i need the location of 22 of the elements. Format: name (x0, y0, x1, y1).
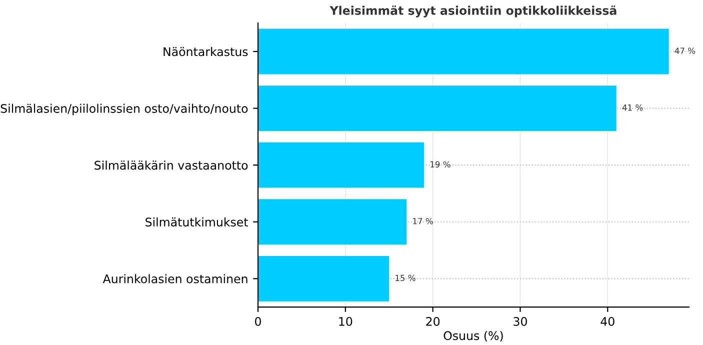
bar (258, 199, 407, 245)
x-tick-label: 0 (255, 316, 261, 326)
x-tick-label: 10 (339, 316, 352, 326)
bar (258, 256, 390, 302)
y-tick-label: Näöntarkastus (164, 47, 248, 56)
data-label: 47 % (674, 48, 696, 54)
data-label: 17 % (413, 218, 433, 224)
y-tick-label: Silmälääkärin vastaanotto (94, 160, 248, 170)
x-axis-title: Osuus (%) (444, 330, 503, 342)
y-tick-label: Silmälasien/piilolinssien osto/vaihto/nouto (0, 104, 248, 116)
chart-title: Yleisimmät syyt asiointiin optikkoliikkeissä (330, 6, 616, 18)
data-label: 15 % (396, 274, 416, 282)
bar (258, 28, 669, 74)
x-tick-label: 30 (514, 316, 527, 326)
y-tick-label: Aurinkolasien ostaminen (102, 274, 248, 284)
x-tick-label: 40 (600, 316, 614, 326)
bar (258, 142, 424, 188)
x-tick-label: 20 (426, 316, 440, 326)
bar (258, 86, 616, 132)
data-label: 41 % (622, 104, 643, 111)
y-tick-label: Silmätutkimukset (146, 217, 248, 227)
data-label: 19 % (430, 161, 450, 168)
